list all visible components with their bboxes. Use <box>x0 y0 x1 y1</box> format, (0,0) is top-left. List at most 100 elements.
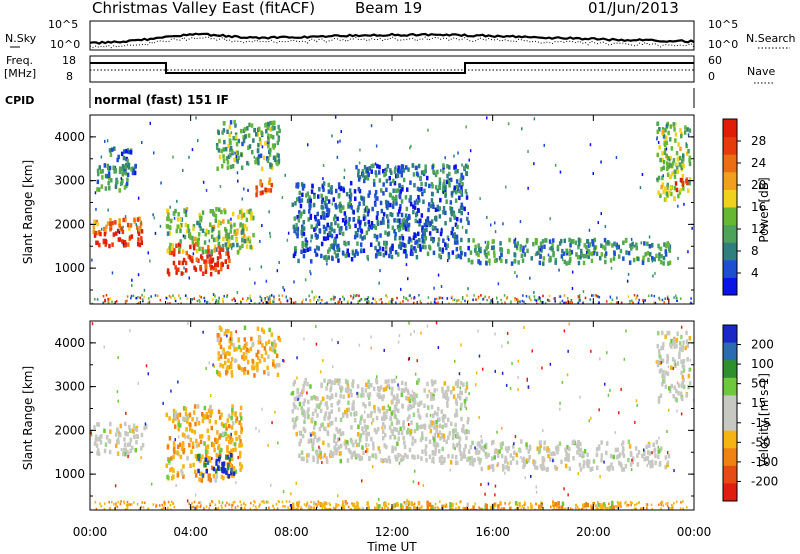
data-cell <box>446 396 450 402</box>
colorbar-tick-label: 28 <box>751 134 766 148</box>
data-cell <box>332 451 335 456</box>
data-cell <box>658 144 661 150</box>
data-cell <box>565 261 568 266</box>
data-cell <box>390 170 393 176</box>
data-cell <box>557 501 560 506</box>
noise-cell <box>221 467 224 471</box>
noise-cell <box>443 179 445 183</box>
data-cell <box>400 388 404 393</box>
data-cell <box>465 381 469 387</box>
ground-scatter-cell <box>144 501 146 505</box>
ground-scatter-cell <box>286 299 289 302</box>
ground-scatter-cell <box>226 295 228 298</box>
data-cell <box>360 196 364 201</box>
data-cell <box>203 240 207 245</box>
data-cell <box>321 184 325 190</box>
data-cell <box>657 190 660 195</box>
data-cell <box>232 447 235 453</box>
data-cell <box>96 230 99 236</box>
data-cell <box>243 325 247 330</box>
data-cell <box>460 380 463 386</box>
data-cell <box>336 216 339 222</box>
data-cell <box>424 436 428 442</box>
data-cell <box>385 415 388 420</box>
data-cell <box>661 345 665 350</box>
noise-cell <box>271 421 273 425</box>
data-cell <box>641 453 644 459</box>
data-cell <box>445 245 448 251</box>
data-cell <box>466 419 470 425</box>
data-cell <box>222 219 225 224</box>
ground-scatter-cell <box>281 294 284 297</box>
noise-cell <box>559 401 561 405</box>
ground-scatter-cell <box>193 500 196 504</box>
ground-scatter-cell <box>565 301 567 304</box>
data-cell <box>560 459 563 464</box>
data-cell <box>294 423 297 428</box>
data-cell <box>195 248 199 254</box>
data-cell <box>318 228 321 233</box>
noise-cell <box>303 337 305 341</box>
data-cell <box>96 240 99 246</box>
data-cell <box>368 455 371 461</box>
data-cell <box>405 165 408 170</box>
data-cell <box>187 434 190 440</box>
data-cell <box>339 388 343 393</box>
data-cell <box>336 252 340 258</box>
noise-cell <box>208 361 210 365</box>
data-cell <box>523 252 527 257</box>
data-cell <box>441 424 444 430</box>
data-cell <box>350 392 353 398</box>
data-cell <box>540 244 543 250</box>
data-cell <box>235 142 239 147</box>
ground-scatter-cell <box>344 500 347 503</box>
data-cell <box>664 384 668 390</box>
noise-cell <box>618 411 620 415</box>
data-cell <box>339 203 342 209</box>
data-cell <box>385 203 388 209</box>
data-cell <box>453 165 456 170</box>
data-cell <box>514 501 518 506</box>
data-cell <box>467 257 471 263</box>
ground-scatter-cell <box>484 295 486 298</box>
data-cell <box>554 260 557 265</box>
data-cell <box>181 432 185 437</box>
data-cell <box>554 502 557 507</box>
data-cell <box>449 502 452 507</box>
data-cell <box>202 271 205 276</box>
ground-scatter-cell <box>599 505 601 508</box>
data-cell <box>118 218 121 223</box>
noise-cell <box>460 343 462 347</box>
data-cell <box>324 204 328 209</box>
data-cell <box>326 459 329 464</box>
data-cell <box>348 188 352 193</box>
ground-scatter-cell <box>123 500 125 503</box>
noise-cell <box>586 251 588 254</box>
data-cell <box>548 239 552 244</box>
data-cell <box>322 181 326 186</box>
data-cell <box>311 183 314 189</box>
noise-cell <box>477 329 479 333</box>
data-cell <box>664 142 667 148</box>
data-cell <box>454 169 457 175</box>
data-cell <box>219 247 223 252</box>
colorbar-segment <box>723 325 737 344</box>
ground-scatter-cell <box>228 503 230 506</box>
ground-scatter-cell <box>399 301 402 304</box>
ground-scatter-cell <box>633 507 636 510</box>
data-cell <box>320 383 323 389</box>
data-cell <box>654 453 657 458</box>
noise-cell <box>643 448 645 452</box>
noise-cell <box>579 395 581 399</box>
noise-cell <box>657 141 660 144</box>
data-cell <box>166 269 170 275</box>
data-cell <box>107 180 110 186</box>
data-cell <box>671 161 675 166</box>
ground-scatter-cell <box>514 508 517 510</box>
ground-scatter-cell <box>209 302 211 304</box>
noise-cell <box>269 231 271 235</box>
noise-cell <box>267 443 269 447</box>
noise-cell <box>283 288 286 292</box>
data-cell <box>445 179 449 185</box>
ground-scatter-cell <box>457 299 460 302</box>
